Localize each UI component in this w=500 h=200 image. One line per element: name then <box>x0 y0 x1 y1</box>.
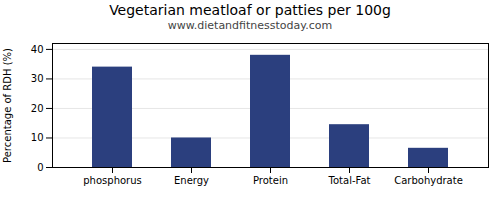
svg-text:Protein: Protein <box>253 175 288 186</box>
svg-text:0: 0 <box>37 162 43 173</box>
html-text:Vegetarian meatloaf or patties: Vegetarian meatloaf or patties per 100g <box>109 2 391 18</box>
svg-text:10: 10 <box>31 132 44 143</box>
svg-text:Percentage of RDH (%): Percentage of RDH (%) <box>2 48 13 163</box>
svg-text:20: 20 <box>31 103 44 114</box>
svg-text:30: 30 <box>31 73 44 84</box>
html-text:www.dietandfitnesstoday.com: www.dietandfitnesstoday.com <box>167 19 333 32</box>
svg-text:Energy: Energy <box>174 175 209 186</box>
svg-text:Total-Fat: Total-Fat <box>328 175 371 186</box>
svg-text:phosphorus: phosphorus <box>83 175 141 186</box>
svg-text:Carbohydrate: Carbohydrate <box>394 175 463 186</box>
svg-text:40: 40 <box>31 44 44 55</box>
